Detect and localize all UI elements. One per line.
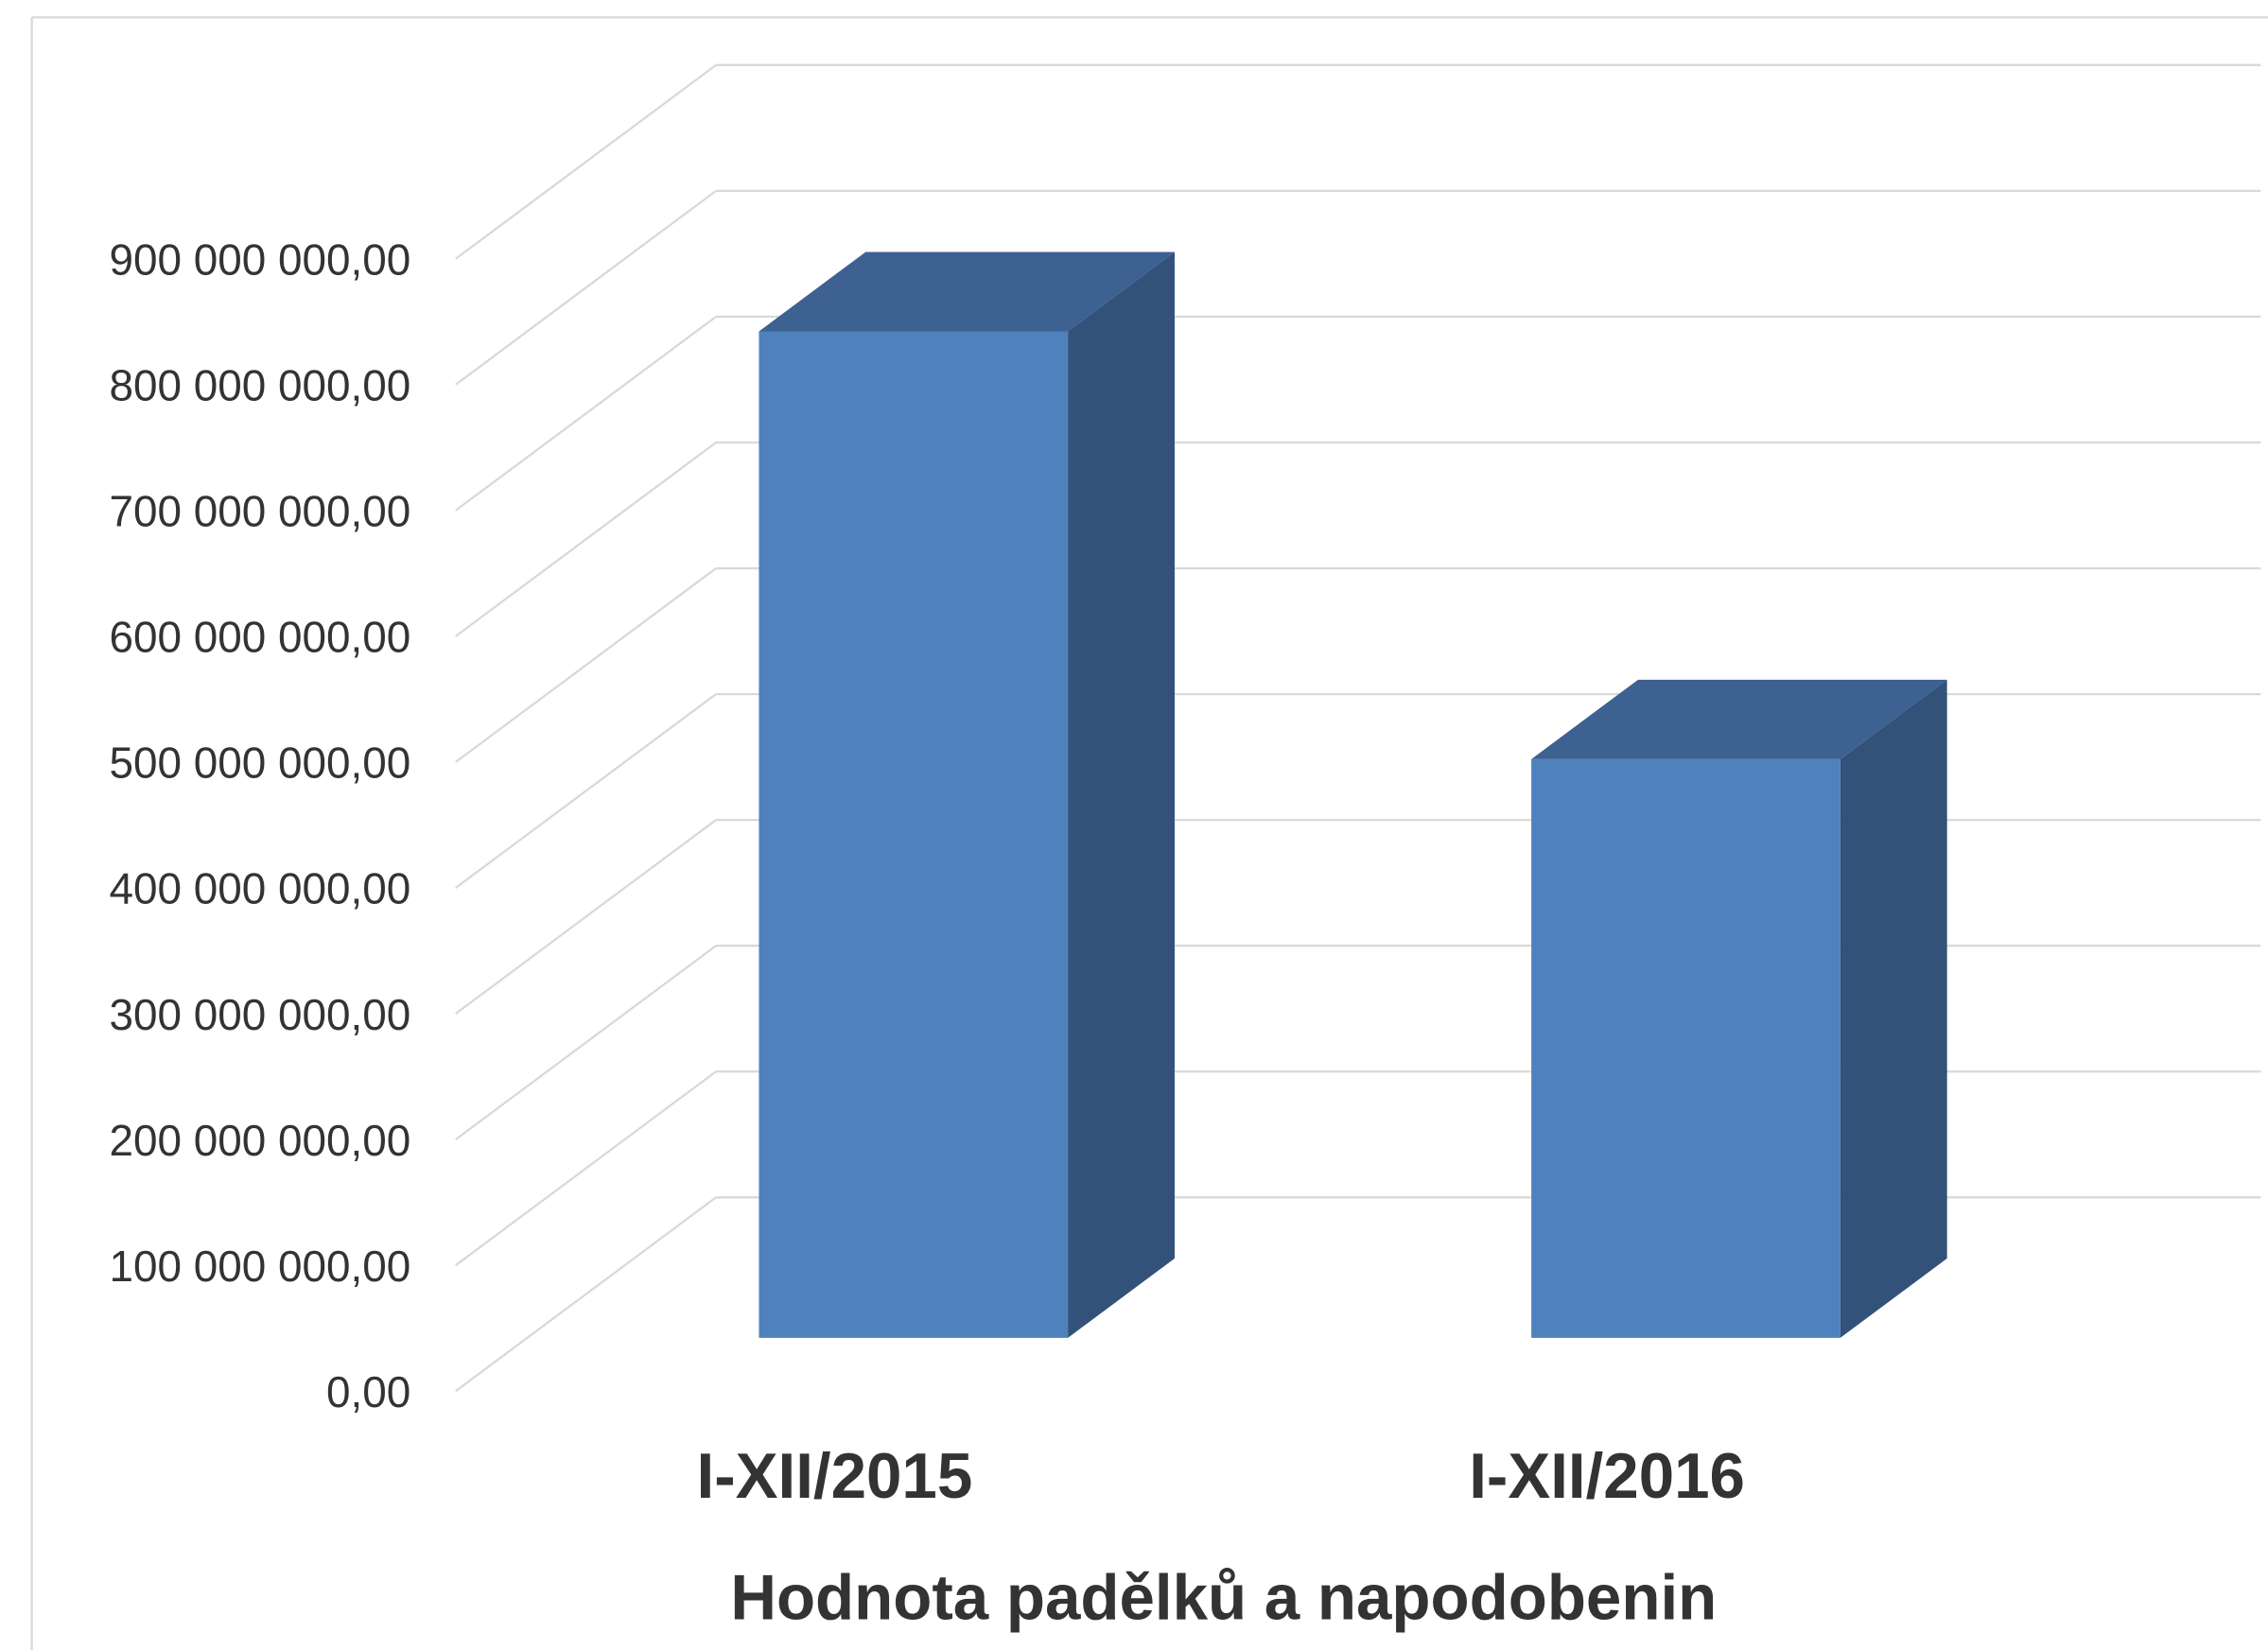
y-tick-label: 200 000 000,00	[109, 1116, 410, 1165]
y-tick-label: 700 000 000,00	[109, 487, 410, 536]
bar-top	[1531, 679, 1947, 759]
grid-line-floor	[455, 693, 717, 889]
y-tick-label: 900 000 000,00	[109, 234, 410, 284]
y-tick-label: 400 000 000,00	[109, 864, 410, 913]
grid-line-floor	[455, 819, 717, 1015]
grid-line-floor	[455, 1070, 717, 1267]
x-tick-label: I-XII/2015	[697, 1441, 973, 1512]
grid-line-floor	[455, 1196, 717, 1393]
y-tick-label: 500 000 000,00	[109, 738, 410, 788]
grid-line-floor	[455, 189, 717, 386]
grid-line-floor	[455, 442, 717, 637]
bar	[759, 331, 1069, 1338]
bar-top	[759, 252, 1175, 332]
y-tick-label: 800 000 000,00	[109, 361, 410, 410]
bar-side	[1068, 252, 1175, 1338]
bar	[1531, 758, 1841, 1338]
y-tick-label: 300 000 000,00	[109, 990, 410, 1039]
grid-line-floor	[455, 567, 717, 763]
grid-line-floor	[455, 316, 717, 512]
grid-line-floor	[455, 63, 717, 260]
x-tick-label: I-XII/2016	[1469, 1441, 1745, 1512]
y-tick-label: 100 000 000,00	[109, 1242, 410, 1291]
x-axis-title: Hodnota padělků a napodobenin	[730, 1562, 1717, 1633]
y-tick-label: 600 000 000,00	[109, 613, 410, 662]
bar-side	[1840, 679, 1947, 1338]
grid-line-floor	[455, 945, 717, 1141]
y-tick-label: 0,00	[326, 1367, 410, 1416]
